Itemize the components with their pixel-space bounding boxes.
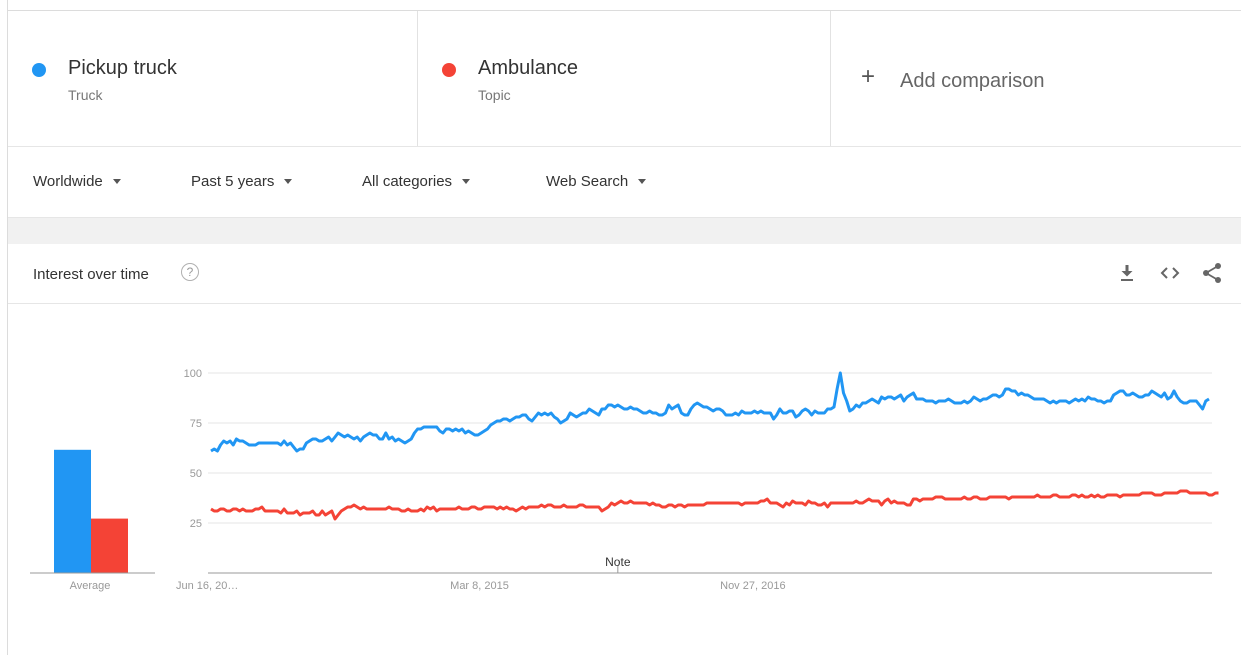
y-tick-label: 75 bbox=[190, 418, 202, 430]
average-label: Average bbox=[70, 580, 111, 592]
series-line-pickup-truck bbox=[210, 371, 1210, 453]
term-color-dot bbox=[442, 63, 456, 77]
plus-icon: + bbox=[861, 63, 876, 90]
category-dropdown-label: All categories bbox=[362, 173, 453, 190]
x-tick-label: Mar 8, 2015 bbox=[450, 580, 509, 592]
interest-over-time-header: Interest over time ? bbox=[8, 244, 1241, 304]
frame-left-border bbox=[7, 0, 8, 655]
search-type-dropdown[interactable]: Web Search bbox=[546, 173, 647, 190]
category-dropdown[interactable]: All categories bbox=[362, 173, 471, 190]
chart-gridlines bbox=[208, 372, 1212, 524]
chart-x-ticks: Jun 16, 20… Mar 8, 2015 Nov 27, 2016 bbox=[176, 580, 786, 592]
interest-line-chart: 25 50 75 100 Note Jun 16, 20… Mar 8, 2015 Nov… bbox=[176, 368, 1219, 592]
term-type: Topic bbox=[478, 87, 511, 103]
caret-down-icon bbox=[284, 178, 293, 184]
x-tick-label: Nov 27, 2016 bbox=[720, 580, 785, 592]
average-bar-pickup-truck bbox=[54, 449, 91, 573]
term-card-ambulance[interactable]: Ambulance Topic bbox=[418, 11, 831, 146]
embed-icon[interactable] bbox=[1158, 261, 1182, 285]
term-card-pickup-truck[interactable]: Pickup truck Truck bbox=[8, 11, 418, 146]
y-tick-label: 25 bbox=[190, 518, 202, 530]
filters-divider bbox=[8, 146, 1241, 147]
comparison-terms-bar: Pickup truck Truck Ambulance Topic + Add… bbox=[8, 11, 1241, 146]
section-separator-band bbox=[8, 217, 1241, 244]
region-dropdown-label: Worldwide bbox=[33, 173, 103, 190]
caret-down-icon bbox=[638, 178, 647, 184]
frame-top-border bbox=[7, 10, 1241, 11]
term-name: Ambulance bbox=[478, 57, 579, 79]
card-title: Interest over time bbox=[33, 266, 149, 283]
term-name: Pickup truck bbox=[68, 57, 177, 79]
download-icon[interactable] bbox=[1115, 261, 1139, 285]
help-icon[interactable]: ? bbox=[181, 263, 199, 281]
note-annotation[interactable]: Note bbox=[605, 555, 631, 569]
series-line-ambulance bbox=[210, 489, 1219, 521]
y-tick-label: 100 bbox=[184, 368, 202, 380]
y-tick-label: 50 bbox=[190, 468, 202, 480]
chart-y-ticks: 25 50 75 100 bbox=[184, 368, 202, 530]
region-dropdown[interactable]: Worldwide bbox=[33, 173, 121, 190]
average-bar-ambulance bbox=[91, 518, 128, 573]
term-color-dot bbox=[32, 63, 46, 77]
filter-bar: Worldwide Past 5 years All categories We… bbox=[8, 147, 1241, 217]
term-type: Truck bbox=[68, 87, 103, 103]
share-icon[interactable] bbox=[1200, 261, 1224, 285]
add-comparison-label: Add comparison bbox=[900, 70, 1045, 92]
average-bar-chart: Average bbox=[30, 449, 155, 592]
time-range-dropdown-label: Past 5 years bbox=[191, 173, 275, 190]
caret-down-icon bbox=[462, 178, 471, 184]
x-tick-label: Jun 16, 20… bbox=[176, 580, 238, 592]
time-range-dropdown[interactable]: Past 5 years bbox=[191, 173, 293, 190]
add-comparison-button[interactable]: + Add comparison bbox=[831, 11, 1241, 146]
search-type-dropdown-label: Web Search bbox=[546, 173, 629, 190]
caret-down-icon bbox=[112, 178, 121, 184]
